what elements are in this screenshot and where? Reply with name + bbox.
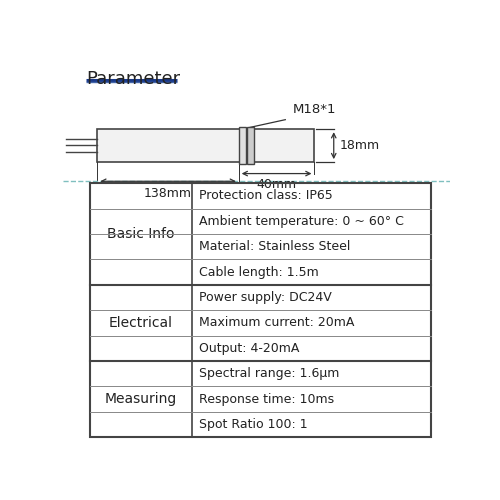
Bar [90, 183, 430, 438]
Bar [98, 130, 314, 162]
Text: M18*1: M18*1 [293, 103, 337, 116]
Text: Basic Info: Basic Info [107, 227, 174, 241]
Text: Response time: 10ms: Response time: 10ms [200, 392, 334, 406]
Text: Cable length: 1.5m: Cable length: 1.5m [200, 266, 319, 278]
Text: Spot Ratio 100: 1: Spot Ratio 100: 1 [200, 418, 308, 431]
Text: Electrical: Electrical [109, 316, 173, 330]
Text: Maximum current: 20mA: Maximum current: 20mA [200, 316, 354, 330]
Text: 138mm: 138mm [144, 187, 192, 200]
Text: Output: 4-20mA: Output: 4-20mA [200, 342, 300, 355]
Text: 40mm: 40mm [256, 178, 296, 191]
Bar [239, 128, 246, 164]
Bar [246, 128, 254, 164]
Text: Measuring: Measuring [105, 392, 177, 406]
Text: 18mm: 18mm [340, 139, 380, 152]
Text: Material: Stainless Steel: Material: Stainless Steel [200, 240, 350, 253]
Text: Protection class: IP65: Protection class: IP65 [200, 190, 333, 202]
Text: Power supply: DC24V: Power supply: DC24V [200, 291, 332, 304]
Text: Spectral range: 1.6μm: Spectral range: 1.6μm [200, 368, 340, 380]
Text: Ambient temperature: 0 ~ 60° C: Ambient temperature: 0 ~ 60° C [200, 215, 404, 228]
Text: Parameter: Parameter [86, 70, 180, 87]
